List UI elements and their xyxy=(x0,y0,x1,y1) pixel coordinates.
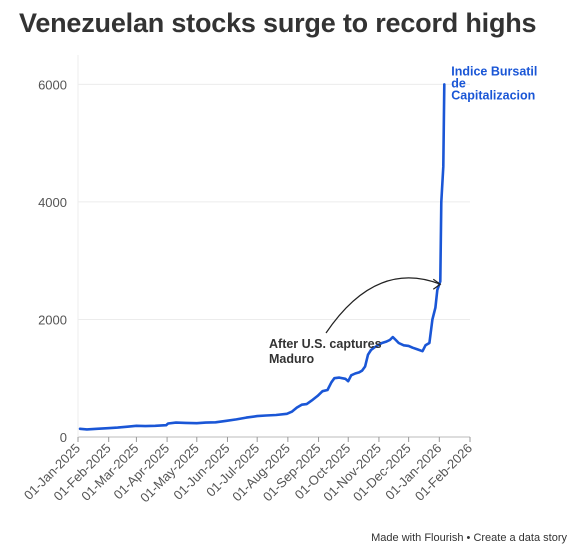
chart-title: Venezuelan stocks surge to record highs xyxy=(19,8,537,38)
series-line xyxy=(78,83,446,431)
annotation-arrowhead xyxy=(432,278,442,290)
x-axis: 01-Jan-202501-Feb-202501-Mar-202501-Apr-… xyxy=(21,437,475,505)
series-label-line: de xyxy=(451,76,466,90)
y-tick-label: 2000 xyxy=(38,312,67,327)
series-layer: Indice Bursatil de Capitalizacion xyxy=(78,64,537,431)
annotation-text-line: After U.S. captures xyxy=(269,337,382,351)
create-data-story-link[interactable]: Create a data story xyxy=(473,532,567,544)
annotation-arrow xyxy=(325,277,441,334)
y-tick-label: 0 xyxy=(60,430,67,445)
annotation-text: After U.S. captures Maduro xyxy=(269,337,382,366)
series-label: Indice Bursatil de Capitalizacion xyxy=(451,64,537,102)
series-label-line: Indice Bursatil xyxy=(451,64,537,78)
y-axis: 0 2000 4000 6000 xyxy=(38,55,79,445)
made-with-flourish-link[interactable]: Made with Flourish xyxy=(371,532,464,544)
y-tick-label: 6000 xyxy=(38,77,67,92)
annotation-text-line: Maduro xyxy=(269,352,315,366)
annotation: After U.S. captures Maduro xyxy=(269,277,442,366)
gridlines xyxy=(78,83,470,438)
y-tick-label: 4000 xyxy=(38,195,67,210)
series-label-line: Capitalizacion xyxy=(451,88,535,102)
footer-separator: • xyxy=(466,532,471,544)
footer: Made with Flourish • Create a data story xyxy=(371,532,567,544)
